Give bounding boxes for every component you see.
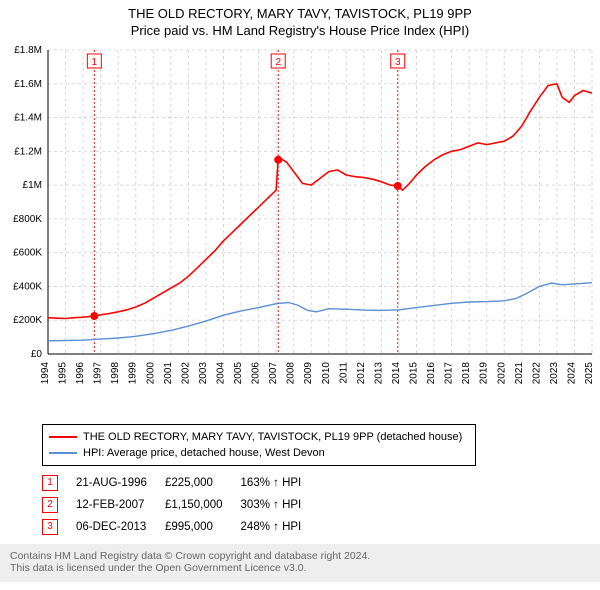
legend-item: HPI: Average price, detached house, West…: [49, 445, 469, 461]
svg-text:2021: 2021: [514, 362, 525, 385]
event-marker-icon: 1: [42, 475, 58, 491]
titles: THE OLD RECTORY, MARY TAVY, TAVISTOCK, P…: [0, 0, 600, 38]
svg-text:2007: 2007: [268, 362, 279, 385]
footer: Contains HM Land Registry data © Crown c…: [0, 544, 600, 582]
chart: £0 £200K £400K £600K £800K £1M £1.2M £1.4M £1.6M…: [0, 38, 600, 418]
event-row: 3 06-DEC-2013 £995,000 248% ↑ HPI: [42, 516, 319, 538]
svg-text:£1.6M: £1.6M: [14, 79, 42, 90]
svg-text:2018: 2018: [461, 362, 472, 385]
svg-text:2020: 2020: [496, 362, 507, 385]
svg-text:2023: 2023: [549, 362, 560, 385]
title-sub: Price paid vs. HM Land Registry's House …: [0, 23, 600, 38]
svg-text:2024: 2024: [566, 362, 577, 385]
svg-text:£1M: £1M: [23, 180, 42, 191]
svg-text:3: 3: [395, 57, 401, 68]
svg-text:2005: 2005: [233, 362, 244, 385]
event-date: 21-AUG-1996: [76, 472, 165, 494]
svg-text:£400K: £400K: [13, 281, 42, 292]
figure-container: THE OLD RECTORY, MARY TAVY, TAVISTOCK, P…: [0, 0, 600, 582]
svg-text:1996: 1996: [75, 362, 86, 385]
event-vs-hpi: 248% ↑ HPI: [241, 516, 320, 538]
svg-text:2001: 2001: [163, 362, 174, 385]
svg-text:1995: 1995: [58, 362, 69, 385]
sale-events: 1 21-AUG-1996 £225,000 163% ↑ HPI 2 12-F…: [42, 472, 590, 538]
svg-text:2014: 2014: [391, 362, 402, 385]
title-main: THE OLD RECTORY, MARY TAVY, TAVISTOCK, P…: [0, 6, 600, 21]
event-vs-hpi: 163% ↑ HPI: [241, 472, 320, 494]
footer-line: This data is licensed under the Open Gov…: [10, 562, 590, 574]
svg-text:2011: 2011: [338, 362, 349, 384]
svg-text:2012: 2012: [356, 362, 367, 385]
svg-text:1994: 1994: [40, 362, 51, 385]
svg-text:2013: 2013: [373, 362, 384, 385]
event-price: £225,000: [165, 472, 241, 494]
svg-text:2017: 2017: [444, 362, 455, 385]
svg-text:£0: £0: [31, 349, 43, 360]
svg-text:2015: 2015: [409, 362, 420, 385]
svg-text:2003: 2003: [198, 362, 209, 385]
svg-text:£1.4M: £1.4M: [14, 113, 42, 124]
event-price: £995,000: [165, 516, 241, 538]
event-row: 2 12-FEB-2007 £1,150,000 303% ↑ HPI: [42, 494, 319, 516]
svg-text:£1.2M: £1.2M: [14, 146, 42, 157]
legend-label: HPI: Average price, detached house, West…: [83, 447, 325, 459]
svg-text:2019: 2019: [479, 362, 490, 385]
svg-text:1: 1: [92, 57, 98, 68]
legend-swatch: [49, 436, 77, 438]
legend-label: THE OLD RECTORY, MARY TAVY, TAVISTOCK, P…: [83, 431, 462, 443]
legend-swatch: [49, 452, 77, 454]
svg-text:1999: 1999: [128, 362, 139, 385]
svg-text:2010: 2010: [321, 362, 332, 385]
svg-text:£800K: £800K: [13, 214, 42, 225]
svg-text:2: 2: [275, 57, 281, 68]
event-date: 06-DEC-2013: [76, 516, 165, 538]
svg-text:2022: 2022: [531, 362, 542, 385]
svg-text:2009: 2009: [303, 362, 314, 385]
event-date: 12-FEB-2007: [76, 494, 165, 516]
footer-line: Contains HM Land Registry data © Crown c…: [10, 550, 590, 562]
legend-item: THE OLD RECTORY, MARY TAVY, TAVISTOCK, P…: [49, 429, 469, 445]
event-marker-icon: 3: [42, 519, 58, 535]
svg-text:2002: 2002: [180, 362, 191, 385]
svg-text:£600K: £600K: [13, 248, 42, 259]
svg-text:1998: 1998: [110, 362, 121, 385]
event-price: £1,150,000: [165, 494, 241, 516]
svg-text:£200K: £200K: [13, 315, 42, 326]
event-row: 1 21-AUG-1996 £225,000 163% ↑ HPI: [42, 472, 319, 494]
svg-text:1997: 1997: [93, 362, 104, 385]
svg-text:2000: 2000: [145, 362, 156, 385]
chart-svg: £0 £200K £400K £600K £800K £1M £1.2M £1.4M £1.6M…: [0, 38, 600, 418]
event-marker-icon: 2: [42, 497, 58, 513]
svg-text:2004: 2004: [215, 362, 226, 385]
svg-text:2025: 2025: [584, 362, 595, 385]
event-vs-hpi: 303% ↑ HPI: [241, 494, 320, 516]
svg-text:2006: 2006: [251, 362, 262, 385]
svg-text:2016: 2016: [426, 362, 437, 385]
svg-text:2008: 2008: [286, 362, 297, 385]
legend: THE OLD RECTORY, MARY TAVY, TAVISTOCK, P…: [42, 424, 476, 466]
svg-text:£1.8M: £1.8M: [14, 45, 42, 56]
